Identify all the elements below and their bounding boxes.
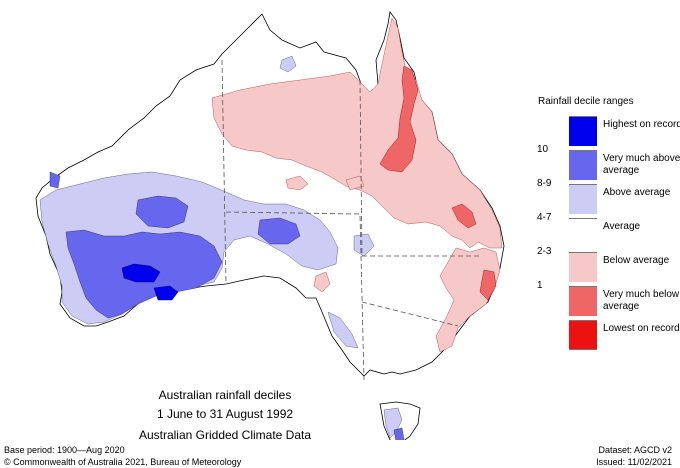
- map-caption-period: 1 June to 31 August 1992: [156, 407, 294, 421]
- legend-range: 10: [537, 144, 549, 155]
- below-average-patch-2: [313, 271, 331, 293]
- legend-swatch: [569, 218, 597, 248]
- very-much-above-central-2: [257, 217, 301, 245]
- base-period-note: Base period: 1900—Aug 2020: [4, 445, 125, 455]
- legend-item: 8-9 Above average: [535, 178, 670, 214]
- legend-label: Above average: [603, 187, 671, 198]
- very-much-above-central-1: [135, 195, 189, 229]
- below-average-north: [211, 17, 503, 249]
- legend-item: Highest on record: [535, 116, 680, 146]
- legend-swatch: [569, 184, 597, 214]
- legend-range: 4-7: [537, 212, 552, 223]
- legend-label: Below average: [603, 255, 670, 266]
- above-average-cape-york-patch: [279, 55, 297, 73]
- above-average-patch: [353, 233, 375, 257]
- legend-range: 1: [537, 280, 543, 291]
- state-borders: [221, 59, 480, 381]
- very-much-above-nw-patch: [49, 171, 61, 189]
- very-much-below-nsw-coast: [479, 269, 497, 301]
- legend-label: Lowest on record: [603, 323, 680, 334]
- legend-swatch: [569, 150, 597, 180]
- legend-title: Rainfall decile ranges: [538, 96, 634, 107]
- legend-item: Lowest on record: [535, 320, 680, 350]
- legend-item: 10 Very much above average: [535, 144, 680, 180]
- above-average-south-coast: [327, 311, 359, 349]
- very-much-below-qld-central: [451, 203, 477, 229]
- legend-label: Very much above average: [603, 153, 680, 176]
- australia-map: [35, 11, 505, 440]
- issued-date: Issued: 11/02/2021: [596, 457, 672, 467]
- legend-range: 2-3: [537, 246, 552, 257]
- legend-item: 4-7 Average: [535, 212, 665, 248]
- map-caption-title: Australian rainfall deciles: [158, 388, 292, 402]
- highest-on-record-2: [153, 285, 179, 301]
- legend-swatch: [569, 320, 597, 350]
- legend-range: 8-9: [537, 178, 552, 189]
- legend-swatch: [569, 116, 597, 146]
- legend-label: Average: [603, 221, 641, 232]
- tasmania-very-much-above: [393, 427, 405, 440]
- highest-on-record-1: [121, 263, 161, 283]
- below-average-patch-1: [285, 175, 309, 191]
- dataset-note: Dataset: AGCD v2: [598, 445, 672, 455]
- legend-swatch: [569, 286, 597, 316]
- legend-item: 1 Very much below average: [535, 280, 679, 316]
- copyright-note: © Commonwealth of Australia 2021, Bureau…: [4, 457, 242, 467]
- below-average-patch-3: [345, 175, 365, 191]
- legend-label: Highest on record: [603, 119, 680, 130]
- legend-item: 2-3 Below average: [535, 246, 669, 282]
- legend-label: Very much below average: [603, 289, 680, 312]
- legend-swatch: [569, 252, 597, 282]
- map-caption-dataset: Australian Gridded Climate Data: [138, 428, 312, 442]
- very-much-below-qld-north: [379, 65, 419, 173]
